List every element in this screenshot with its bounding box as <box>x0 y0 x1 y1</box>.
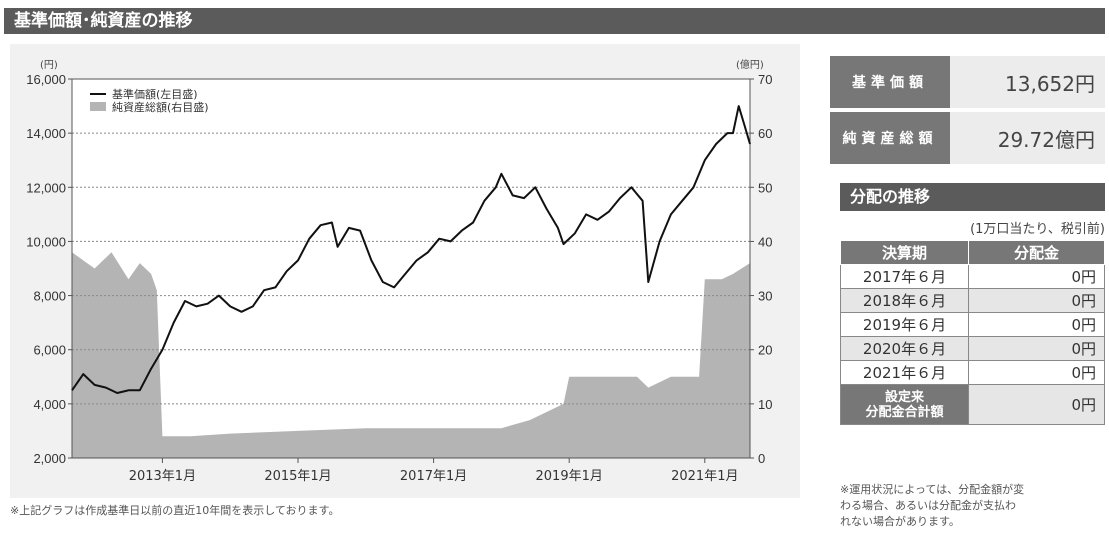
nav-row: 基準価額 13,652円 <box>830 56 1105 108</box>
period-cell: 2019年６月 <box>840 312 969 337</box>
aum-row: 純資産総額 29.72億円 <box>830 112 1105 164</box>
period-cell: 2018年６月 <box>840 288 969 313</box>
distribution-note: (1万口当たり、税引前) <box>970 222 1105 237</box>
amount-cell: 0円 <box>968 288 1105 313</box>
aum-label: 純資産総額 <box>830 112 950 164</box>
total-label: 設定来 分配金合計額 <box>840 384 969 425</box>
chart-footnote: ※上記グラフは作成基準日以前の直近10年間を表示しております。 <box>10 504 340 517</box>
left-tick-label: 6,000 <box>33 343 66 358</box>
right-tick-label: 10 <box>758 397 772 412</box>
page-title: 基準価額･純資産の推移 <box>4 8 1105 34</box>
legend-nav-label: 基準価額(左目盛) <box>112 87 198 101</box>
amount-cell: 0円 <box>968 264 1105 289</box>
right-tick-label: 70 <box>758 72 772 87</box>
right-axis-unit: (億円) <box>736 58 764 71</box>
distribution-title: 分配の推移 <box>840 183 1105 211</box>
table-row: 2019年６月 0円 <box>840 312 1105 337</box>
series-nav-line <box>71 105 751 394</box>
nav-aum-chart: 2,000 4,000 6,000 8,000 10,000 12,000 14,000 16… <box>26 58 772 484</box>
table-row: 2018年６月 0円 <box>840 288 1105 313</box>
right-tick-label: 40 <box>758 234 772 249</box>
amount-cell: 0円 <box>968 360 1105 385</box>
x-tick-label: 2021年1月 <box>671 469 738 484</box>
amount-cell: 0円 <box>968 312 1105 337</box>
right-tick-label: 20 <box>758 343 772 358</box>
left-tick-label: 2,000 <box>33 451 66 466</box>
plot-frame <box>71 78 751 459</box>
x-tick-label: 2015年1月 <box>264 469 331 484</box>
total-amount: 0円 <box>968 384 1105 425</box>
total-row: 設定来 分配金合計額 0円 <box>840 384 1105 425</box>
x-tick-label: 2019年1月 <box>536 469 603 484</box>
period-cell: 2017年６月 <box>840 264 969 289</box>
right-tick-label: 60 <box>758 126 772 141</box>
legend-aum-label: 純資産総額(右目盛) <box>112 100 209 114</box>
right-tick-label: 50 <box>758 180 772 195</box>
left-tick-label: 12,000 <box>26 180 66 195</box>
right-tick-label: 30 <box>758 289 772 304</box>
aum-value: 29.72億円 <box>950 112 1105 164</box>
col-period-header: 決算期 <box>840 240 969 265</box>
period-cell: 2020年６月 <box>840 336 969 361</box>
left-tick-label: 8,000 <box>33 289 66 304</box>
table-row: 2021年６月 0円 <box>840 360 1105 385</box>
table-row: 2017年６月 0円 <box>840 264 1105 289</box>
right-tick-label: 0 <box>758 451 765 466</box>
left-tick-label: 10,000 <box>26 234 66 249</box>
table-row: 2020年６月 0円 <box>840 336 1105 361</box>
series-aum-area <box>72 252 750 458</box>
left-tick-label: 4,000 <box>33 397 66 412</box>
distribution-header-row: 決算期 分配金 <box>840 240 1105 265</box>
legend-aum-swatch <box>90 102 106 111</box>
distribution-disclaimer: ※運用状況によっては、分配金額が変 わる場合、あるいは分配金が支払わ れない場合… <box>840 483 1025 528</box>
x-tick-label: 2017年1月 <box>400 469 467 484</box>
amount-cell: 0円 <box>968 336 1105 361</box>
left-tick-label: 14,000 <box>26 126 66 141</box>
summary-table: 基準価額 13,652円 純資産総額 29.72億円 <box>830 52 1105 168</box>
x-tick-label: 2013年1月 <box>129 469 196 484</box>
left-tick-label: 16,000 <box>26 72 66 87</box>
nav-value: 13,652円 <box>950 56 1105 108</box>
col-amount-header: 分配金 <box>968 240 1105 265</box>
period-cell: 2021年６月 <box>840 360 969 385</box>
chart-panel: 2,000 4,000 6,000 8,000 10,000 12,000 14,000 16… <box>10 44 800 498</box>
distribution-table: 決算期 分配金 2017年６月 0円 2018年６月 0円 2019年６月 0円… <box>840 240 1105 425</box>
left-axis-unit: (円) <box>40 60 58 71</box>
nav-label: 基準価額 <box>830 56 950 108</box>
